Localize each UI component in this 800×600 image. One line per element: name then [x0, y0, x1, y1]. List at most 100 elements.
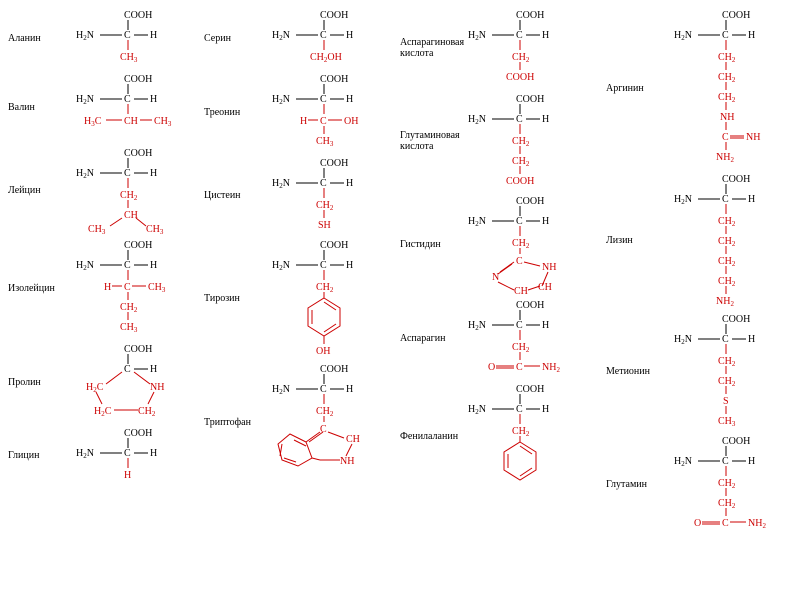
- svg-text:CH2: CH2: [512, 238, 530, 250]
- structure-serine: COOH H2N C H CH2OH: [262, 8, 382, 68]
- svg-text:H2N: H2N: [76, 448, 94, 460]
- svg-text:CH2: CH2: [138, 406, 156, 418]
- svg-text:H: H: [748, 334, 755, 345]
- label-arginine: Аргинин: [606, 83, 660, 94]
- svg-text:H: H: [346, 94, 353, 105]
- svg-text:CH2: CH2: [718, 256, 736, 268]
- svg-text:C: C: [320, 116, 327, 127]
- svg-text:COOH: COOH: [320, 240, 348, 251]
- svg-text:H2N: H2N: [468, 114, 486, 126]
- svg-text:H2N: H2N: [272, 384, 290, 396]
- svg-text:H2N: H2N: [272, 260, 290, 272]
- column-4: Аргинин COOH H2N C H CH2 CH2 CH2 NH C: [606, 8, 796, 592]
- svg-text:C: C: [516, 256, 523, 267]
- column-2: Серин COOH H2N C H CH2OH Треонин COOH H2…: [204, 8, 394, 592]
- svg-text:OH: OH: [316, 346, 330, 357]
- svg-text:C: C: [124, 30, 131, 41]
- amino-acid-grid: Аланин COOH H2N C H CH3 Валин COOH H2N: [8, 8, 792, 592]
- structure-lysine: COOH H2N C H CH2 CH2 CH2 CH2 NH2: [664, 172, 774, 308]
- svg-text:CH2: CH2: [718, 216, 736, 228]
- svg-text:SH: SH: [318, 220, 331, 231]
- svg-text:C: C: [722, 30, 729, 41]
- svg-text:H2N: H2N: [468, 30, 486, 42]
- svg-text:CH2: CH2: [316, 282, 334, 294]
- acid-lysine: Лизин COOH H2N C H CH2 CH2 CH2 CH2 NH2: [606, 172, 796, 308]
- svg-text:H2N: H2N: [76, 168, 94, 180]
- svg-text:CH: CH: [538, 282, 552, 293]
- acid-tryptophan: Триптофан COOH H2N C H CH2 C CH NH: [204, 362, 394, 482]
- svg-text:NH: NH: [542, 262, 556, 273]
- acid-glutamine: Глутамин COOH H2N C H CH2 CH2 O C NH2: [606, 434, 796, 534]
- svg-text:NH2: NH2: [542, 362, 560, 374]
- acid-glutamic: Глутаминовая кислота COOH H2N C H CH2 CH…: [400, 92, 600, 190]
- label-proline: Пролин: [8, 377, 62, 388]
- structure-cysteine: COOH H2N C H CH2 SH: [262, 156, 372, 234]
- structure-histidine: COOH H2N C H CH2 C N NH CH: [458, 194, 588, 294]
- acid-threonine: Треонин COOH H2N C H H C OH CH3: [204, 72, 394, 152]
- svg-text:C: C: [124, 282, 131, 293]
- svg-text:COOH: COOH: [516, 384, 544, 395]
- svg-text:CH2: CH2: [512, 136, 530, 148]
- structure-aspartic: COOH H2N C H CH2 COOH: [458, 8, 568, 88]
- svg-text:COOH: COOH: [320, 74, 348, 85]
- svg-text:H: H: [748, 194, 755, 205]
- svg-text:H2C: H2C: [94, 406, 112, 418]
- svg-text:H: H: [346, 30, 353, 41]
- svg-text:H: H: [300, 116, 307, 127]
- svg-text:NH: NH: [150, 382, 164, 393]
- svg-text:COOH: COOH: [320, 158, 348, 169]
- svg-text:CH2: CH2: [718, 376, 736, 388]
- structure-valine: COOH H2N C H H3C CH CH3: [66, 72, 186, 142]
- svg-text:NH2: NH2: [748, 518, 766, 530]
- svg-text:COOH: COOH: [722, 10, 750, 21]
- svg-text:H: H: [542, 114, 549, 125]
- svg-text:C: C: [516, 114, 523, 125]
- svg-text:NH2: NH2: [716, 152, 734, 164]
- svg-text:CH3: CH3: [88, 224, 106, 234]
- svg-text:CH2: CH2: [120, 190, 138, 202]
- svg-text:H2N: H2N: [272, 178, 290, 190]
- svg-text:N: N: [492, 272, 499, 283]
- svg-text:H: H: [346, 384, 353, 395]
- svg-text:COOH: COOH: [124, 428, 152, 439]
- svg-text:CH2: CH2: [316, 406, 334, 418]
- label-aspartic: Аспарагиновая кислота: [400, 37, 454, 59]
- svg-text:CH2: CH2: [512, 426, 530, 438]
- svg-text:C: C: [516, 216, 523, 227]
- svg-text:COOH: COOH: [124, 148, 152, 159]
- svg-text:CH2: CH2: [718, 478, 736, 490]
- svg-text:CH3: CH3: [148, 282, 166, 294]
- label-valine: Валин: [8, 102, 62, 113]
- svg-text:H: H: [124, 470, 131, 481]
- svg-text:C: C: [722, 518, 729, 529]
- acid-phenylalanine: Фенилаланин COOH H2N C H CH2: [400, 382, 600, 490]
- svg-text:H: H: [150, 168, 157, 179]
- acid-tyrosine: Тирозин COOH H2N C H CH2 OH: [204, 238, 394, 358]
- svg-text:CH2: CH2: [718, 72, 736, 84]
- svg-text:NH: NH: [720, 112, 734, 123]
- svg-text:C: C: [516, 362, 523, 373]
- svg-text:CH2: CH2: [512, 342, 530, 354]
- svg-text:COOH: COOH: [516, 10, 544, 21]
- svg-text:C: C: [124, 94, 131, 105]
- label-tyrosine: Тирозин: [204, 293, 258, 304]
- svg-text:COOH: COOH: [722, 174, 750, 185]
- label-alanine: Аланин: [8, 33, 62, 44]
- svg-text:C: C: [124, 260, 131, 271]
- svg-text:CH2: CH2: [512, 52, 530, 64]
- svg-text:H2C: H2C: [86, 382, 104, 394]
- svg-text:CH: CH: [514, 286, 528, 294]
- svg-text:CH2: CH2: [718, 356, 736, 368]
- svg-text:H: H: [542, 30, 549, 41]
- svg-text:H2N: H2N: [76, 260, 94, 272]
- structure-glutamine: COOH H2N C H CH2 CH2 O C NH2: [664, 434, 794, 534]
- svg-text:CH2: CH2: [718, 276, 736, 288]
- svg-text:H: H: [104, 282, 111, 293]
- svg-text:NH: NH: [746, 132, 760, 143]
- label-glutamine: Глутамин: [606, 479, 660, 490]
- svg-text:OH: OH: [344, 116, 358, 127]
- svg-text:CH3: CH3: [120, 52, 138, 64]
- svg-text:C: C: [722, 456, 729, 467]
- svg-text:H2N: H2N: [674, 194, 692, 206]
- label-phenylalanine: Фенилаланин: [400, 431, 454, 442]
